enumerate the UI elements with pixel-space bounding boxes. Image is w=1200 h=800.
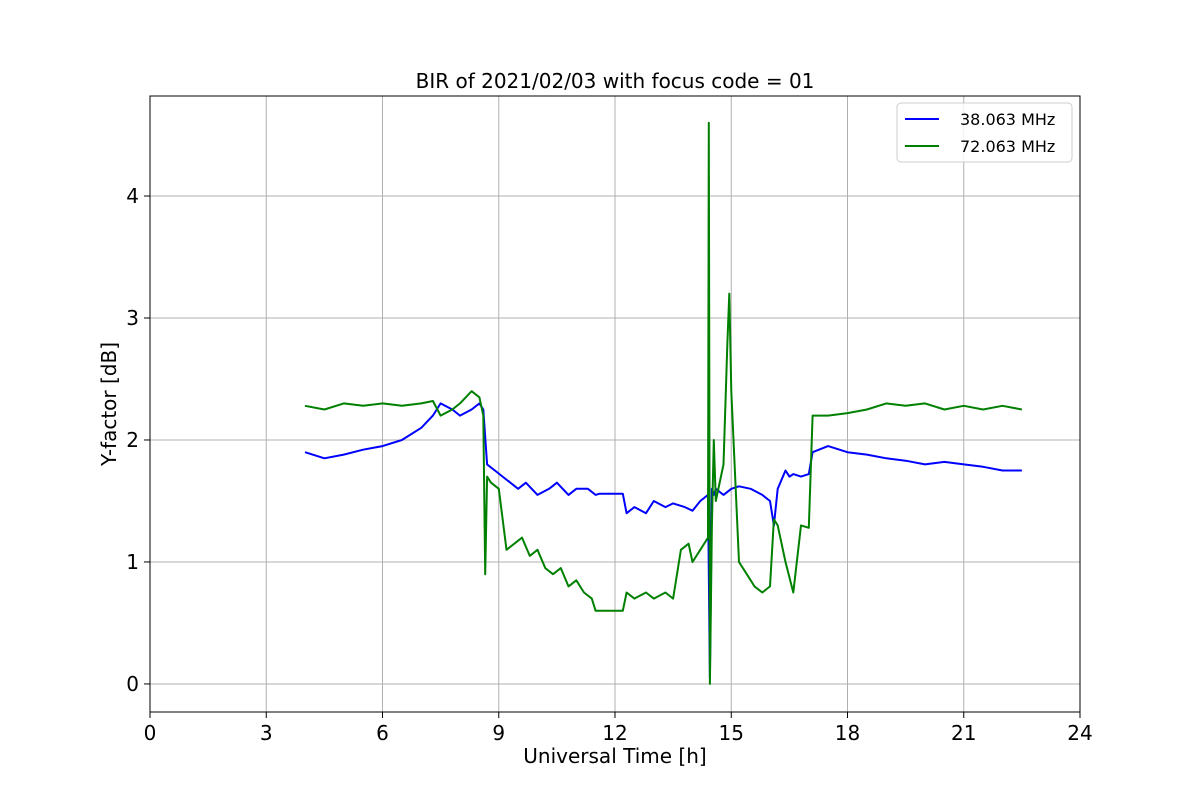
- grid-lines: [149, 96, 1081, 712]
- x-tick-label: 18: [835, 721, 860, 745]
- y-tick-label: 3: [126, 306, 139, 330]
- x-tick-label: 9: [492, 721, 505, 745]
- y-tick-label: 4: [126, 184, 139, 208]
- legend-label-38mhz: 38.063 MHz: [960, 110, 1055, 129]
- x-tick-label: 21: [951, 721, 976, 745]
- legend-box: [896, 102, 1073, 163]
- x-tick-label: 3: [260, 721, 273, 745]
- legend-label-72mhz: 72.063 MHz: [960, 137, 1055, 156]
- y-tick-label: 2: [126, 428, 139, 452]
- series-38mhz-line: [304, 402, 1022, 679]
- y-axis-label: Y-factor [dB]: [97, 342, 121, 467]
- legend: 38.063 MHz 72.063 MHz: [896, 102, 1073, 163]
- x-tick-label: 6: [376, 721, 389, 745]
- x-tick-label: 0: [144, 721, 157, 745]
- series-72mhz-line: [304, 121, 1023, 685]
- x-tick-label: 12: [602, 721, 627, 745]
- chart-title: BIR of 2021/02/03 with focus code = 01: [416, 69, 815, 93]
- series-layer: [304, 121, 1023, 685]
- y-tick-label: 0: [126, 672, 139, 696]
- x-tick-label: 24: [1067, 721, 1092, 745]
- x-axis-label: Universal Time [h]: [523, 744, 706, 768]
- x-tick-label: 15: [719, 721, 744, 745]
- y-tick-label: 1: [126, 550, 139, 574]
